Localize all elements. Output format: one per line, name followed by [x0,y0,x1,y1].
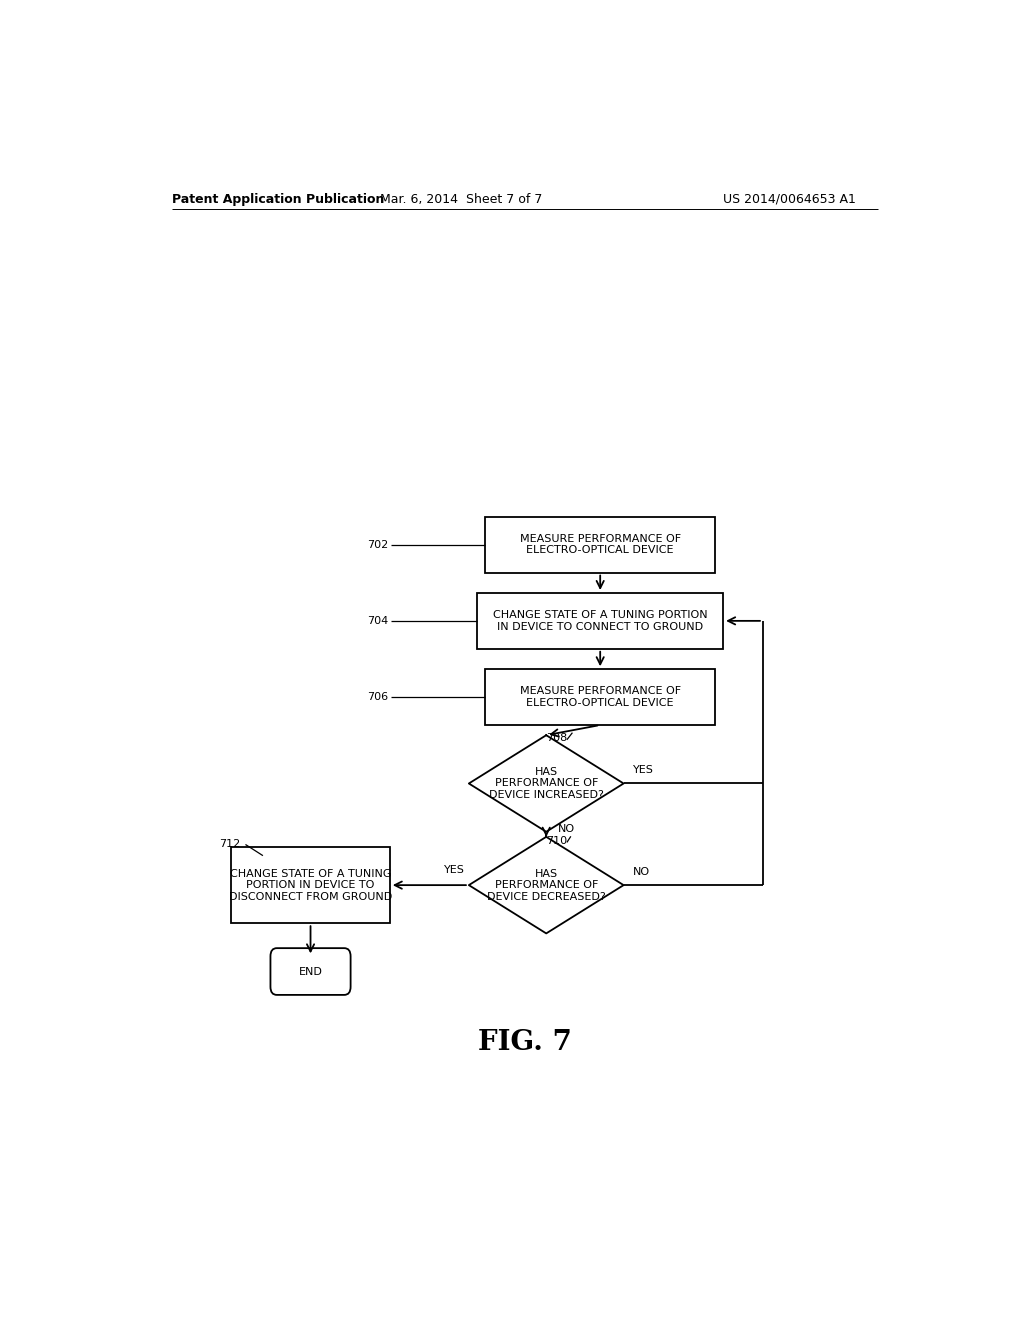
Text: MEASURE PERFORMANCE OF
ELECTRO-OPTICAL DEVICE: MEASURE PERFORMANCE OF ELECTRO-OPTICAL D… [519,686,681,708]
Text: YES: YES [444,865,465,875]
Text: CHANGE STATE OF A TUNING PORTION
IN DEVICE TO CONNECT TO GROUND: CHANGE STATE OF A TUNING PORTION IN DEVI… [493,610,708,632]
Text: 706: 706 [368,692,388,702]
Text: CHANGE STATE OF A TUNING
PORTION IN DEVICE TO
DISCONNECT FROM GROUND: CHANGE STATE OF A TUNING PORTION IN DEVI… [229,869,392,902]
Text: 708: 708 [546,733,567,743]
Text: FIG. 7: FIG. 7 [478,1030,571,1056]
Text: END: END [299,966,323,977]
Text: HAS
PERFORMANCE OF
DEVICE DECREASED?: HAS PERFORMANCE OF DEVICE DECREASED? [486,869,605,902]
FancyBboxPatch shape [477,593,723,649]
Polygon shape [469,735,624,832]
Text: 704: 704 [367,616,388,626]
Text: MEASURE PERFORMANCE OF
ELECTRO-OPTICAL DEVICE: MEASURE PERFORMANCE OF ELECTRO-OPTICAL D… [519,533,681,556]
FancyBboxPatch shape [270,948,350,995]
Text: NO: NO [633,867,650,876]
FancyBboxPatch shape [485,669,715,725]
Text: Mar. 6, 2014  Sheet 7 of 7: Mar. 6, 2014 Sheet 7 of 7 [380,193,543,206]
Text: 702: 702 [367,540,388,549]
Text: YES: YES [633,766,654,775]
Text: Patent Application Publication: Patent Application Publication [172,193,384,206]
Text: 712: 712 [219,840,241,850]
Polygon shape [469,837,624,933]
FancyBboxPatch shape [231,847,390,923]
FancyBboxPatch shape [485,516,715,573]
Text: US 2014/0064653 A1: US 2014/0064653 A1 [723,193,856,206]
Text: 710: 710 [546,837,567,846]
Text: NO: NO [558,824,575,834]
Text: HAS
PERFORMANCE OF
DEVICE INCREASED?: HAS PERFORMANCE OF DEVICE INCREASED? [488,767,604,800]
